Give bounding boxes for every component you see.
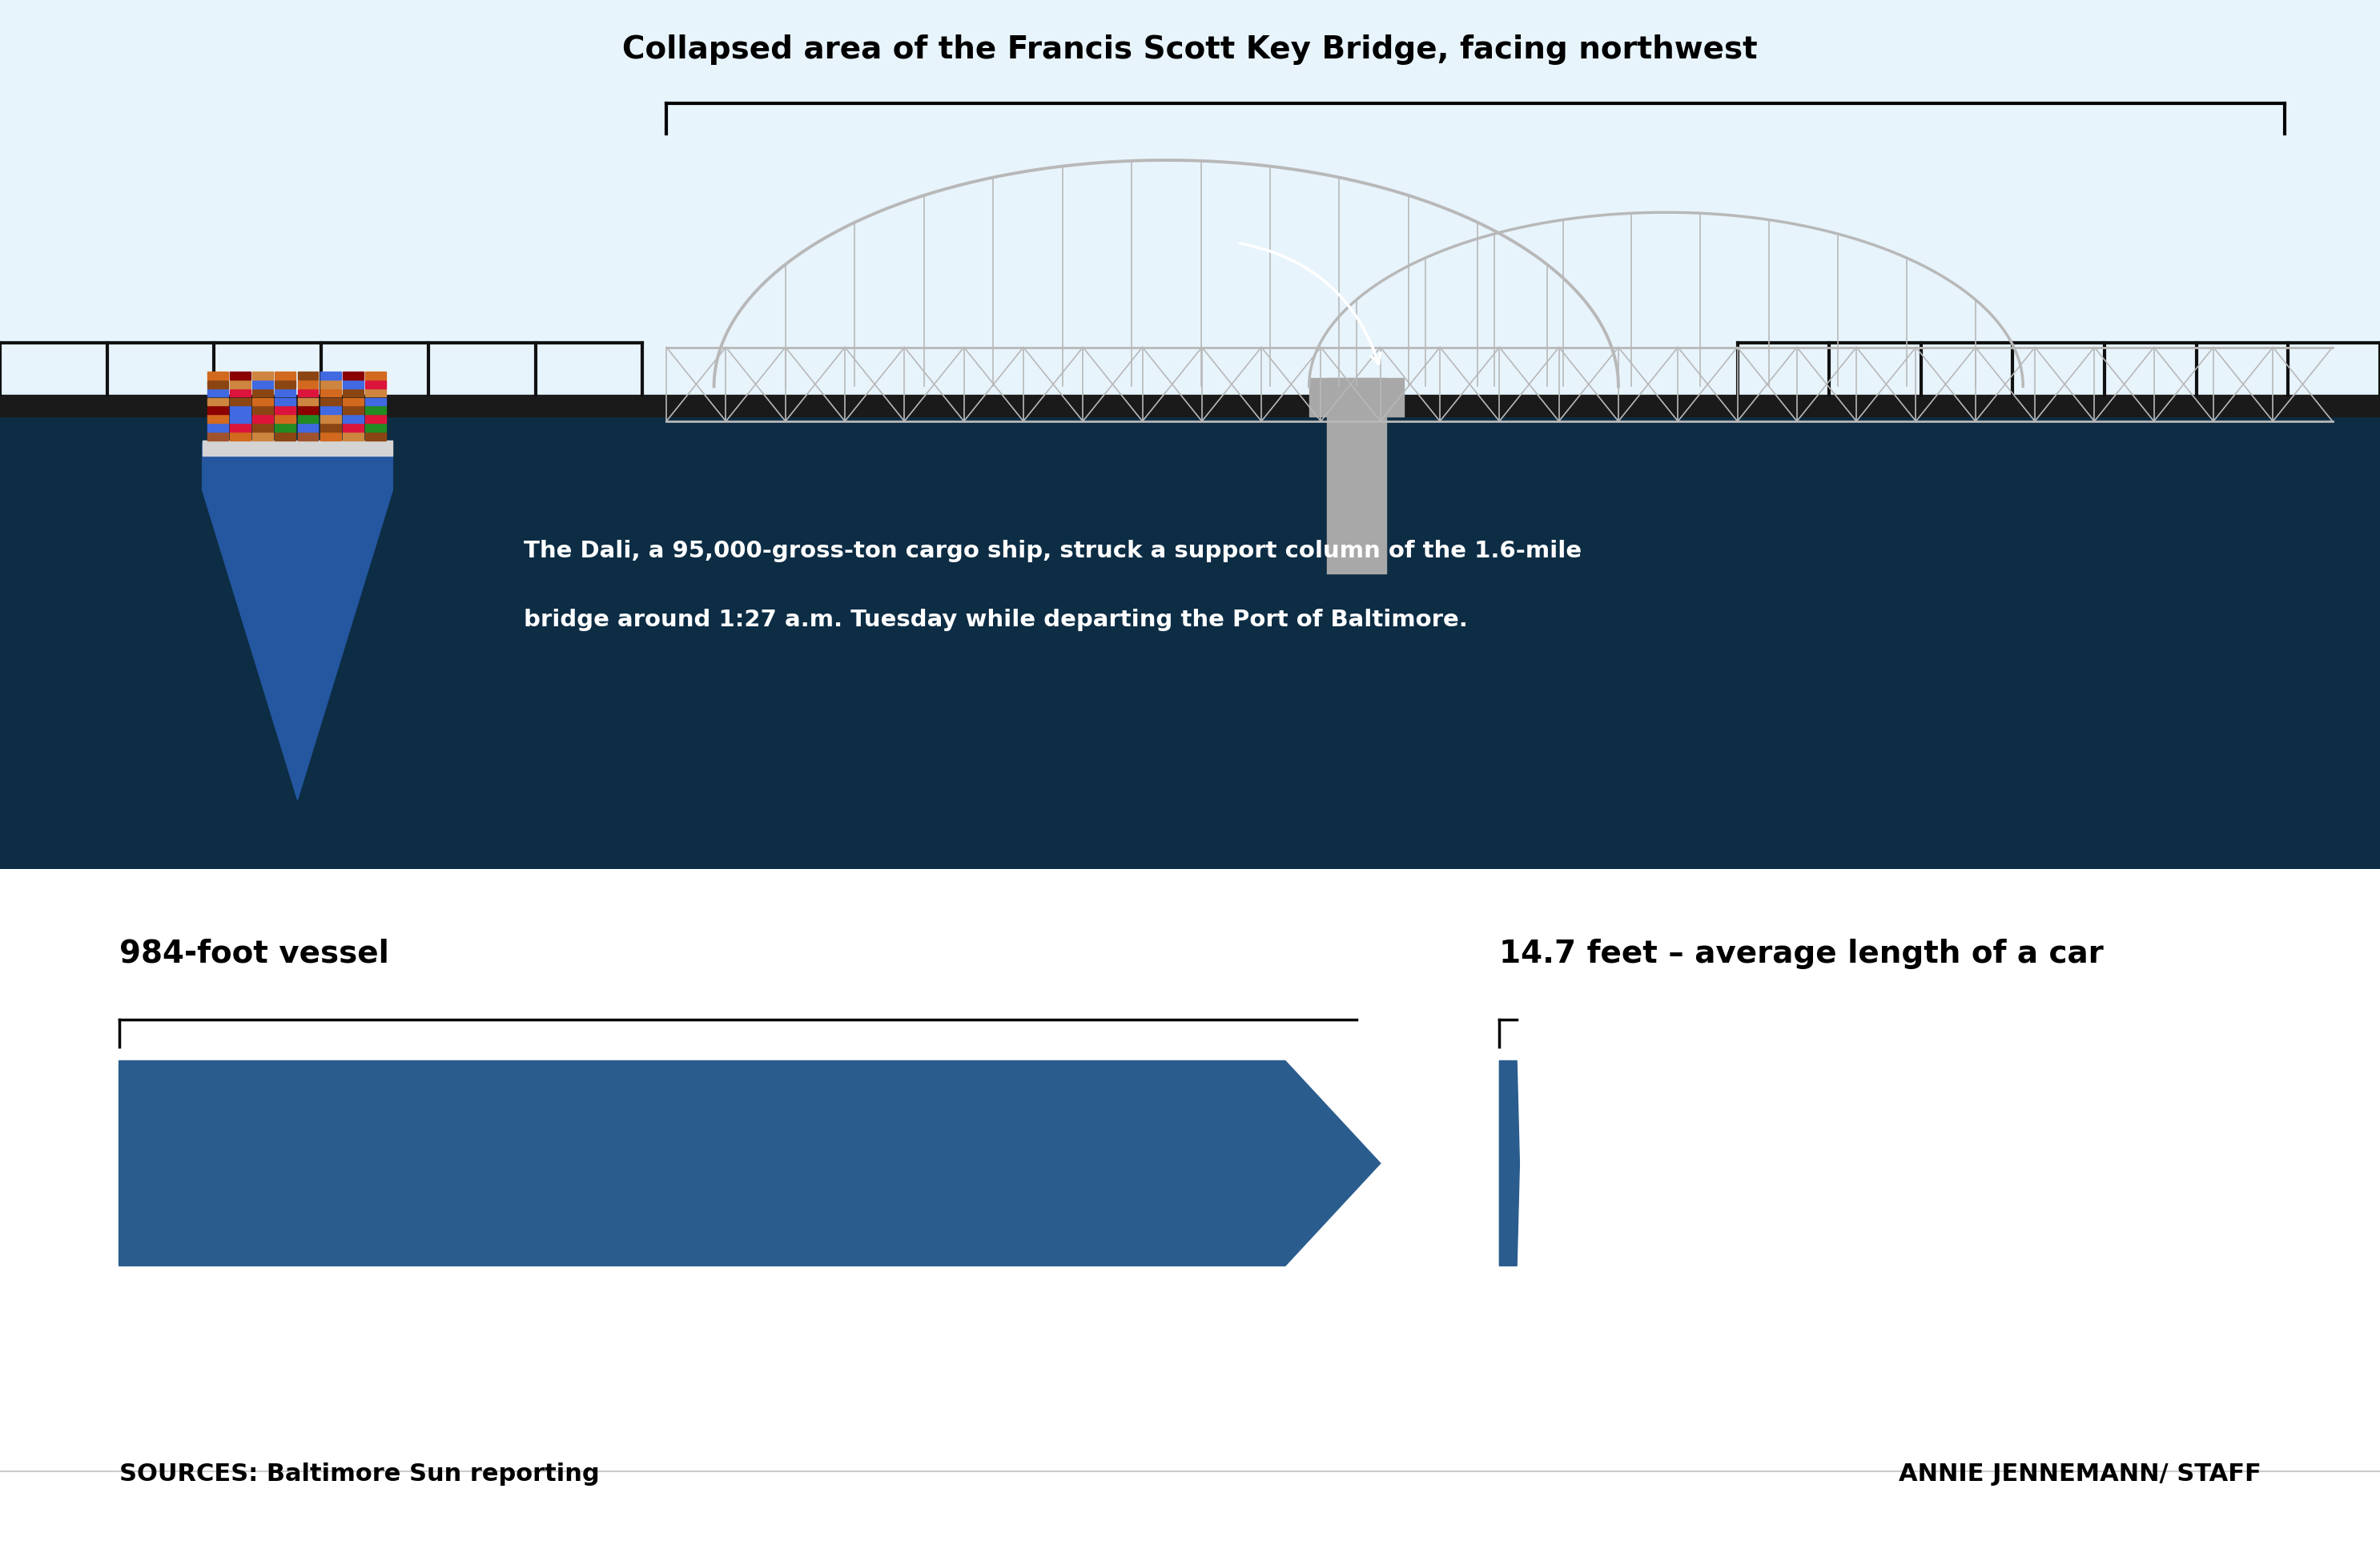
- Bar: [274, 433, 295, 441]
- Bar: [207, 380, 228, 388]
- Bar: [343, 407, 364, 415]
- Bar: [228, 433, 250, 441]
- Bar: [319, 390, 340, 398]
- Bar: [319, 373, 340, 380]
- Bar: [207, 424, 228, 432]
- Bar: [298, 433, 319, 441]
- Bar: [343, 424, 364, 432]
- Bar: [343, 380, 364, 388]
- Bar: [274, 416, 295, 424]
- Bar: [343, 433, 364, 441]
- Text: 984-foot vessel: 984-foot vessel: [119, 938, 388, 969]
- Bar: [364, 433, 386, 441]
- Bar: [228, 407, 250, 415]
- Text: 14.7 feet – average length of a car: 14.7 feet – average length of a car: [1499, 938, 2104, 969]
- Bar: [252, 424, 274, 432]
- Bar: [343, 373, 364, 380]
- Bar: [252, 416, 274, 424]
- Text: The Dali, a 95,000-gross-ton cargo ship, struck a support column of the 1.6-mile: The Dali, a 95,000-gross-ton cargo ship,…: [524, 539, 1583, 562]
- Bar: [0, 418, 2380, 870]
- Bar: [252, 433, 274, 441]
- Bar: [252, 373, 274, 380]
- Bar: [298, 373, 319, 380]
- Bar: [274, 390, 295, 398]
- Bar: [298, 398, 319, 407]
- Bar: [319, 407, 340, 415]
- Text: bridge around 1:27 a.m. Tuesday while departing the Port of Baltimore.: bridge around 1:27 a.m. Tuesday while de…: [524, 609, 1468, 631]
- Bar: [228, 424, 250, 432]
- Bar: [319, 433, 340, 441]
- Bar: [274, 380, 295, 388]
- Bar: [207, 416, 228, 424]
- Bar: [252, 398, 274, 407]
- Bar: [274, 373, 295, 380]
- Polygon shape: [119, 1061, 1380, 1266]
- Bar: [207, 433, 228, 441]
- Bar: [364, 380, 386, 388]
- Bar: [228, 416, 250, 424]
- Bar: [364, 424, 386, 432]
- Bar: [343, 398, 364, 407]
- Bar: [364, 416, 386, 424]
- Bar: [274, 424, 295, 432]
- Bar: [319, 380, 340, 388]
- Bar: [274, 407, 295, 415]
- Bar: [274, 398, 295, 407]
- Bar: [298, 390, 319, 398]
- Bar: [207, 373, 228, 380]
- Bar: [364, 390, 386, 398]
- Bar: [228, 380, 250, 388]
- Bar: [252, 380, 274, 388]
- Bar: [343, 390, 364, 398]
- Bar: [298, 407, 319, 415]
- Bar: [298, 416, 319, 424]
- Bar: [228, 390, 250, 398]
- Text: SOURCES: Baltimore Sun reporting: SOURCES: Baltimore Sun reporting: [119, 1461, 600, 1485]
- Bar: [319, 424, 340, 432]
- Polygon shape: [1499, 1061, 1518, 1266]
- Bar: [207, 407, 228, 415]
- Bar: [364, 373, 386, 380]
- Text: Collapsed area of the Francis Scott Key Bridge, facing northwest: Collapsed area of the Francis Scott Key …: [624, 34, 1756, 65]
- Bar: [228, 373, 250, 380]
- Bar: [319, 416, 340, 424]
- Bar: [298, 380, 319, 388]
- Polygon shape: [202, 444, 393, 800]
- Bar: [319, 398, 340, 407]
- Bar: [228, 398, 250, 407]
- Bar: [364, 398, 386, 407]
- Text: ANNIE JENNEMANN/ STAFF: ANNIE JENNEMANN/ STAFF: [1899, 1461, 2261, 1485]
- Bar: [207, 390, 228, 398]
- Bar: [207, 398, 228, 407]
- Bar: [298, 424, 319, 432]
- Bar: [252, 390, 274, 398]
- Bar: [343, 416, 364, 424]
- Bar: [252, 407, 274, 415]
- Bar: [364, 407, 386, 415]
